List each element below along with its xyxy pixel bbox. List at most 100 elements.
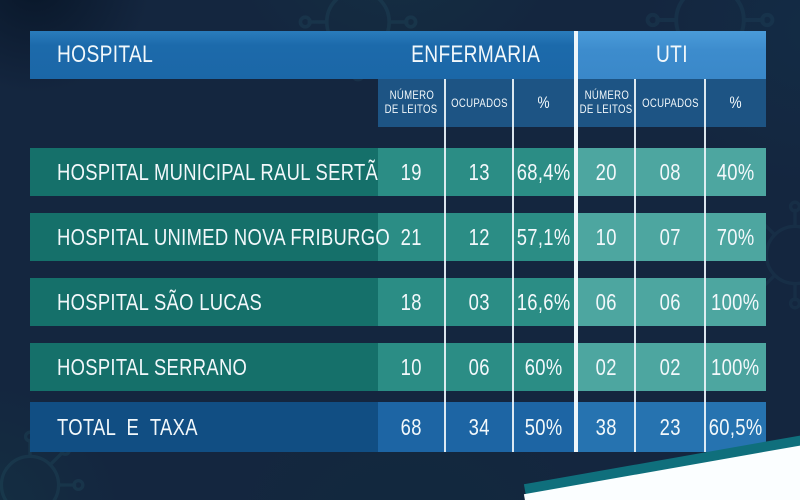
uti-pct-value: 40% xyxy=(716,158,755,185)
section-divider xyxy=(574,31,578,452)
enf-pct-value: 57,1% xyxy=(516,223,571,250)
hospital-name: HOSPITAL UNIMED NOVA FRIBURGO xyxy=(57,223,391,250)
subheader-uti-ocupados-label: OCUPADOS xyxy=(641,96,699,110)
column-divider xyxy=(704,79,706,452)
enf-ocupados-cell: 03 xyxy=(445,278,513,326)
subheader-enf-leitos-label: NÚMERO DE LEITOS xyxy=(378,88,444,117)
hospital-name: HOSPITAL SÃO LUCAS xyxy=(57,288,263,315)
uti-ocupados-value: 07 xyxy=(659,223,681,250)
subheader-uti-leitos-line2: DE LEITOS xyxy=(580,102,633,116)
enf-pct-value: 60% xyxy=(524,353,563,380)
total-enf-pct-value: 50% xyxy=(524,413,563,440)
table-row: HOSPITAL MUNICIPAL RAUL SERTÃ 19 13 68,4… xyxy=(30,148,766,196)
uti-pct-value: 100% xyxy=(711,288,760,315)
column-divider xyxy=(634,79,636,452)
enf-leitos-value: 10 xyxy=(400,353,423,380)
enf-pct-value: 68,4% xyxy=(516,158,571,185)
subheader-enf-leitos-cell: NÚMERO DE LEITOS xyxy=(378,79,445,127)
hospital-name-cell: HOSPITAL SÃO LUCAS xyxy=(30,278,378,326)
uti-leitos-cell: 02 xyxy=(578,343,635,391)
column-divider xyxy=(512,79,514,452)
enf-pct-value: 16,6% xyxy=(516,288,571,315)
uti-pct-cell: 70% xyxy=(705,213,766,261)
hospital-name-cell: HOSPITAL UNIMED NOVA FRIBURGO xyxy=(30,213,390,261)
enf-pct-cell: 68,4% xyxy=(513,148,574,196)
subheader-uti-pct-cell: % xyxy=(705,79,766,127)
hospital-name: HOSPITAL MUNICIPAL RAUL SERTÃ xyxy=(57,158,379,185)
subheader-enf-leitos-line2: DE LEITOS xyxy=(385,102,438,116)
total-label: TOTAL E TAXA xyxy=(57,413,198,440)
subheader-uti-leitos-cell: NÚMERO DE LEITOS xyxy=(578,79,635,127)
header-enfermaria-cell: ENFERMARIA xyxy=(378,31,574,79)
uti-leitos-value: 02 xyxy=(595,353,618,380)
subheader-uti-leitos-line1: NÚMERO xyxy=(584,88,629,103)
enf-leitos-value: 19 xyxy=(400,158,423,185)
header-hospital-label: HOSPITAL xyxy=(57,41,154,68)
column-divider xyxy=(444,79,446,452)
uti-leitos-value: 06 xyxy=(595,288,618,315)
enf-ocupados-value: 03 xyxy=(468,288,490,315)
uti-leitos-cell: 20 xyxy=(578,148,635,196)
hospital-name-cell: HOSPITAL MUNICIPAL RAUL SERTÃ xyxy=(30,148,378,196)
enf-ocupados-cell: 13 xyxy=(445,148,513,196)
enf-leitos-cell: 10 xyxy=(378,343,445,391)
subheader-enf-pct-cell: % xyxy=(513,79,574,127)
enf-leitos-value: 18 xyxy=(400,288,423,315)
total-label-cell: TOTAL E TAXA xyxy=(30,402,378,452)
hospital-name-cell: HOSPITAL SERRANO xyxy=(30,343,378,391)
subheader-enf-ocupados-cell: OCUPADOS xyxy=(445,79,513,127)
uti-ocupados-value: 08 xyxy=(659,158,681,185)
enf-pct-cell: 16,6% xyxy=(513,278,574,326)
enf-ocupados-value: 13 xyxy=(468,158,490,185)
subheader-uti-pct-label: % xyxy=(729,93,742,112)
subheader-enf-pct-label: % xyxy=(537,93,550,112)
hospital-name: HOSPITAL SERRANO xyxy=(57,353,248,380)
total-uti-pct-value: 60,5% xyxy=(708,413,763,440)
total-enf-leitos-value: 68 xyxy=(400,413,423,440)
header-uti-cell: UTI xyxy=(578,31,766,79)
total-uti-leitos-value: 38 xyxy=(595,413,618,440)
uti-ocupados-cell: 02 xyxy=(635,343,705,391)
uti-pct-value: 100% xyxy=(711,353,760,380)
uti-leitos-cell: 06 xyxy=(578,278,635,326)
uti-leitos-cell: 10 xyxy=(578,213,635,261)
enf-leitos-cell: 21 xyxy=(378,213,445,261)
uti-ocupados-cell: 06 xyxy=(635,278,705,326)
uti-ocupados-value: 06 xyxy=(659,288,681,315)
uti-leitos-value: 20 xyxy=(595,158,618,185)
enf-ocupados-value: 12 xyxy=(468,223,490,250)
total-enf-ocupados-value: 34 xyxy=(468,413,490,440)
enf-ocupados-cell: 12 xyxy=(445,213,513,261)
total-uti-leitos-cell: 38 xyxy=(578,402,635,452)
subheader-enf-leitos-line1: NÚMERO xyxy=(389,88,434,103)
header-hospital-cell: HOSPITAL xyxy=(30,31,378,79)
table-row: HOSPITAL UNIMED NOVA FRIBURGO 21 12 57,1… xyxy=(30,213,766,261)
uti-leitos-value: 10 xyxy=(595,223,618,250)
table-row: HOSPITAL SERRANO 10 06 60% 02 02 100% xyxy=(30,343,766,391)
subheader-enf-ocupados-label: OCUPADOS xyxy=(450,96,508,110)
table-row: HOSPITAL SÃO LUCAS 18 03 16,6% 06 06 100… xyxy=(30,278,766,326)
enf-leitos-cell: 18 xyxy=(378,278,445,326)
enf-pct-cell: 57,1% xyxy=(513,213,574,261)
enf-leitos-value: 21 xyxy=(400,223,423,250)
subheader-uti-leitos-label: NÚMERO DE LEITOS xyxy=(573,88,639,117)
enf-leitos-cell: 19 xyxy=(378,148,445,196)
enf-ocupados-cell: 06 xyxy=(445,343,513,391)
total-uti-ocupados-cell: 23 xyxy=(635,402,705,452)
header-uti-label: UTI xyxy=(656,41,688,68)
table-total-row: TOTAL E TAXA 68 34 50% 38 23 60,5% xyxy=(30,402,766,452)
table-subheader-row: NÚMERO DE LEITOS OCUPADOS % NÚMERO DE LE… xyxy=(378,79,766,127)
total-enf-ocupados-cell: 34 xyxy=(445,402,513,452)
uti-pct-cell: 100% xyxy=(705,343,766,391)
uti-ocupados-cell: 08 xyxy=(635,148,705,196)
total-uti-ocupados-value: 23 xyxy=(659,413,681,440)
uti-pct-cell: 40% xyxy=(705,148,766,196)
uti-ocupados-value: 02 xyxy=(659,353,681,380)
subheader-uti-ocupados-cell: OCUPADOS xyxy=(635,79,705,127)
total-enf-pct-cell: 50% xyxy=(513,402,574,452)
uti-pct-value: 70% xyxy=(716,223,755,250)
enf-ocupados-value: 06 xyxy=(468,353,490,380)
total-enf-leitos-cell: 68 xyxy=(378,402,445,452)
uti-ocupados-cell: 07 xyxy=(635,213,705,261)
